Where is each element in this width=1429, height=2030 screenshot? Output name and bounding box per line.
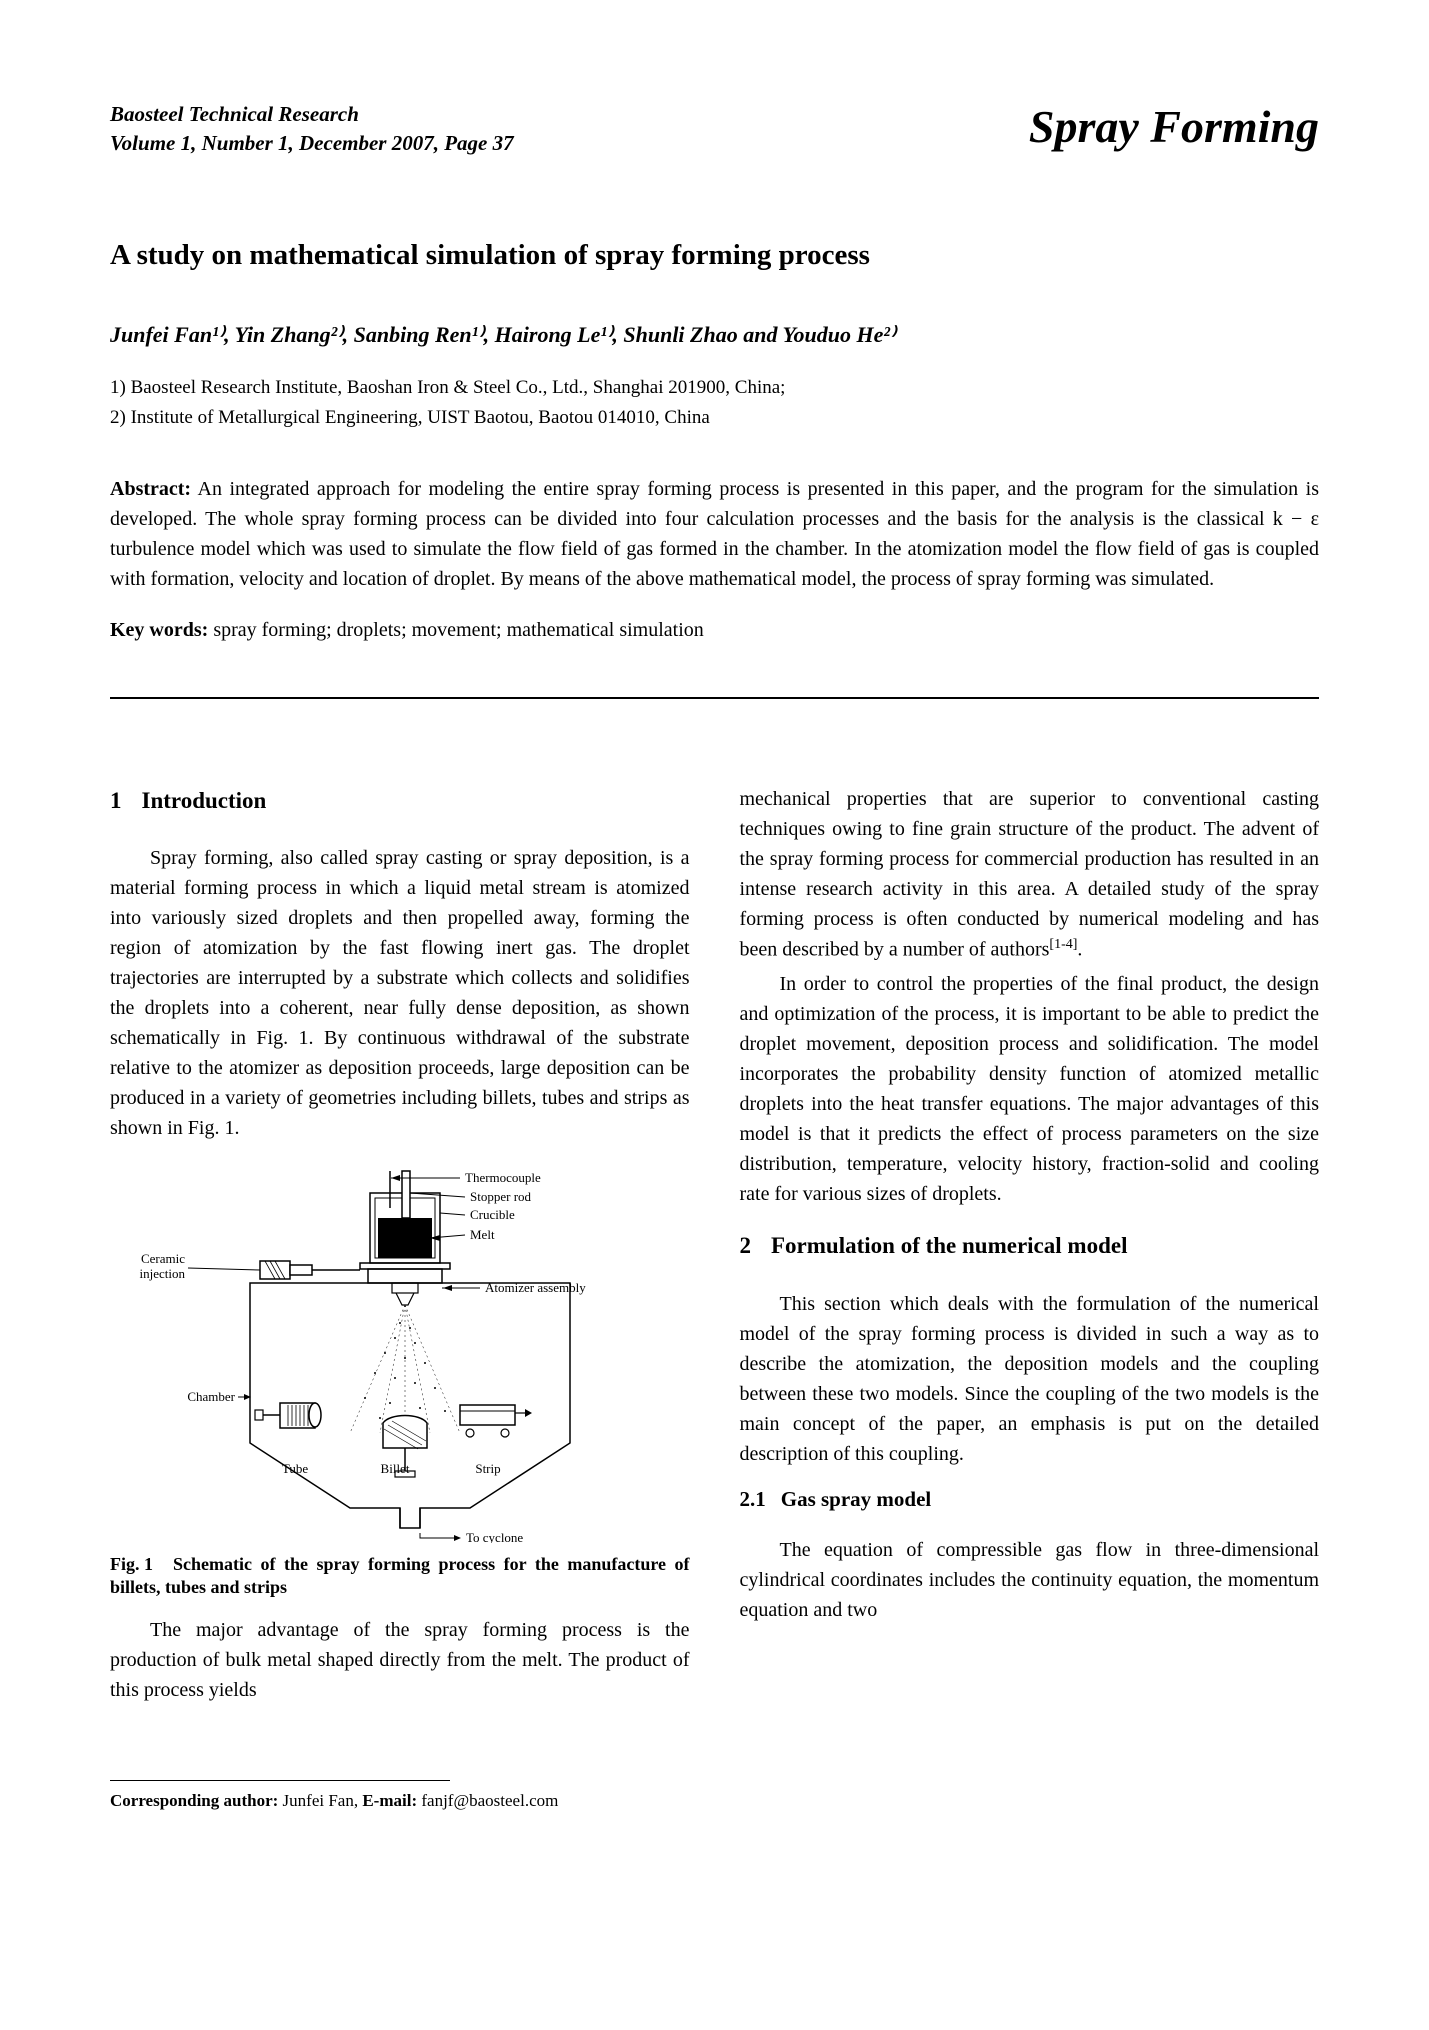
keywords: Key words: spray forming; droplets; move…	[110, 619, 1319, 642]
content-columns: 1 Introduction Spray forming, also called…	[110, 784, 1319, 1710]
keywords-label: Key words:	[110, 619, 208, 641]
section-1-num: 1	[110, 784, 122, 819]
abstract-text: An integrated approach for modeling the …	[110, 478, 1319, 590]
ceramic-label-1: Ceramic	[141, 1251, 185, 1266]
affiliations: 1) Baosteel Research Institute, Baoshan …	[110, 373, 1319, 434]
corresponding-author: Corresponding author: Junfei Fan, E-mail…	[110, 1791, 1319, 1811]
volume-info: Volume 1, Number 1, December 2007, Page …	[110, 129, 514, 158]
authors-list: Junfei Fan¹⁾, Yin Zhang²⁾, Sanbing Ren¹⁾…	[110, 322, 1319, 348]
melt-label: Melt	[470, 1227, 495, 1242]
thermocouple-label: Thermocouple	[465, 1170, 541, 1185]
section-1-para-2: The major advantage of the spray forming…	[110, 1615, 690, 1705]
crucible-label: Crucible	[470, 1207, 515, 1222]
page-header: Baosteel Technical Research Volume 1, Nu…	[110, 100, 1319, 159]
figure-1-caption-text: Schematic of the spray forming process f…	[110, 1554, 690, 1597]
figure-1-label: Fig. 1	[110, 1553, 153, 1576]
section-1-para-3: mechanical properties that are superior …	[740, 784, 1320, 965]
keywords-text: spray forming; droplets; movement; mathe…	[208, 619, 703, 641]
section-1-title: Introduction	[142, 788, 267, 813]
figure-1: Thermocouple Stopper rod Crucible Melt C…	[110, 1153, 690, 1600]
citation-ref: [1-4]	[1049, 937, 1077, 952]
section-21-heading: 2.1 Gas spray model	[740, 1484, 1320, 1516]
cyclone-label: To cyclone	[466, 1530, 523, 1543]
section-1-para-3-text: mechanical properties that are superior …	[740, 788, 1320, 961]
tube-label: Tube	[282, 1461, 308, 1476]
chamber-label: Chamber	[187, 1389, 235, 1404]
journal-name: Baosteel Technical Research	[110, 100, 514, 129]
right-column: mechanical properties that are superior …	[740, 784, 1320, 1710]
corr-author-name: Junfei Fan,	[278, 1791, 362, 1810]
section-21-para-1: The equation of compressible gas flow in…	[740, 1535, 1320, 1625]
section-1-para-3-end: .	[1077, 938, 1082, 960]
article-title: A study on mathematical simulation of sp…	[110, 239, 1319, 272]
ceramic-label-2: injection	[139, 1266, 185, 1281]
affiliation-1: 1) Baosteel Research Institute, Baoshan …	[110, 373, 1319, 403]
email-label: E-mail:	[362, 1791, 417, 1810]
divider	[110, 697, 1319, 699]
strip-label: Strip	[475, 1461, 500, 1476]
abstract-label: Abstract:	[110, 478, 191, 500]
billet-label: Billet	[380, 1461, 409, 1476]
left-column: 1 Introduction Spray forming, also called…	[110, 784, 690, 1710]
stopper-rod-label: Stopper rod	[470, 1189, 532, 1204]
atomizer-label: Atomizer assembly	[485, 1280, 586, 1295]
section-title: Spray Forming	[1029, 100, 1319, 153]
section-1-para-1: Spray forming, also called spray casting…	[110, 843, 690, 1143]
section-2-para-1: This section which deals with the formul…	[740, 1289, 1320, 1469]
corr-author-label: Corresponding author:	[110, 1791, 278, 1810]
section-2-num: 2	[740, 1229, 752, 1264]
affiliation-2: 2) Institute of Metallurgical Engineerin…	[110, 403, 1319, 433]
abstract: Abstract: An integrated approach for mod…	[110, 474, 1319, 594]
figure-1-svg: Thermocouple Stopper rod Crucible Melt C…	[120, 1153, 680, 1543]
section-1-para-4: In order to control the properties of th…	[740, 969, 1320, 1209]
section-21-num: 2.1	[740, 1484, 766, 1516]
section-2-title: Formulation of the numerical model	[771, 1233, 1127, 1258]
section-21-title: Gas spray model	[781, 1487, 932, 1511]
figure-1-caption: Fig. 1Schematic of the spray forming pro…	[110, 1553, 690, 1600]
section-2-heading: 2 Formulation of the numerical model	[740, 1229, 1320, 1264]
footer-divider	[110, 1780, 450, 1781]
corr-author-email: fanjf@baosteel.com	[417, 1791, 558, 1810]
journal-info: Baosteel Technical Research Volume 1, Nu…	[110, 100, 514, 159]
section-1-heading: 1 Introduction	[110, 784, 690, 819]
